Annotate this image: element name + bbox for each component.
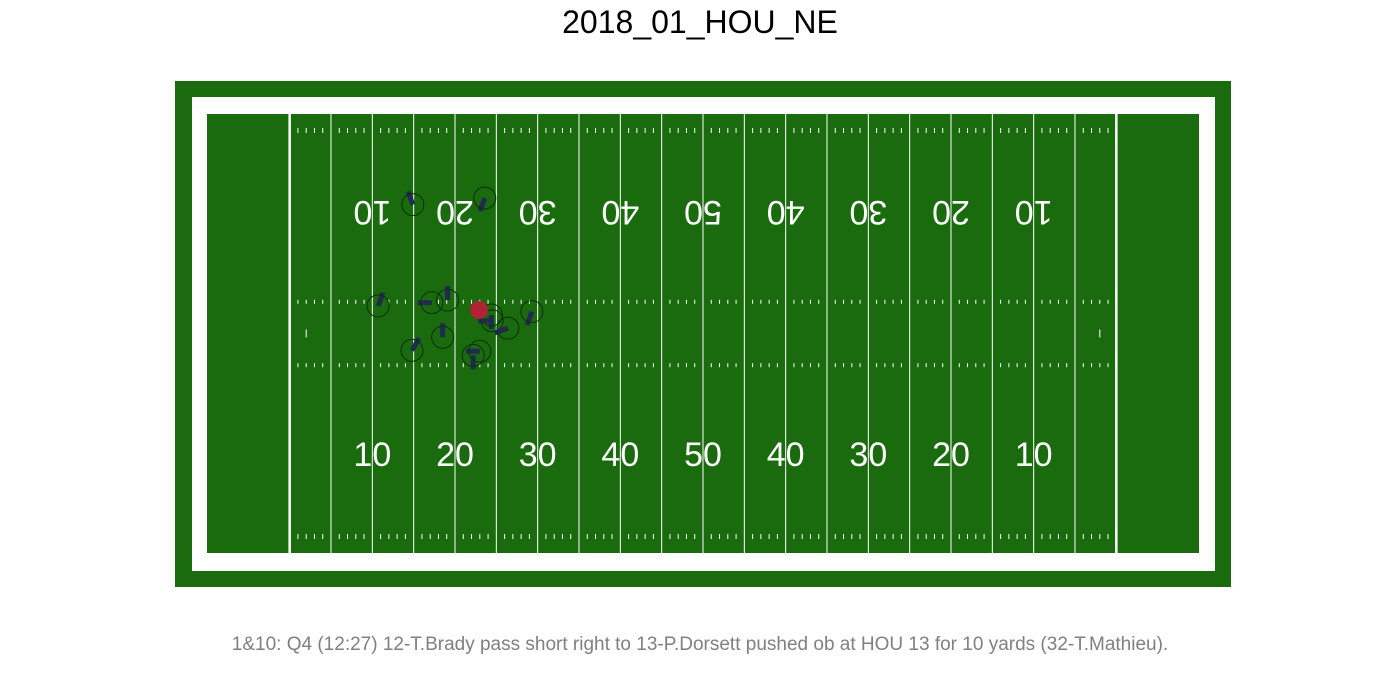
player-marker	[436, 288, 460, 312]
yard-number-bottom: 30	[519, 436, 557, 474]
yard-number-top: 50	[684, 193, 722, 231]
player-marker	[496, 316, 520, 340]
yard-number-top: 30	[849, 193, 887, 231]
football-field: 10 20 30 40 50 40 30 20 10 10 20 30 40 50 40 30 20 10	[175, 81, 1231, 587]
yard-number-top: 30	[519, 193, 557, 231]
player-heading	[524, 310, 535, 326]
yard-number-bottom: 20	[932, 436, 970, 474]
yard-number-top: 10	[1015, 193, 1053, 231]
player-marker	[480, 309, 504, 333]
yard-number-top: 40	[767, 193, 805, 231]
yard-number-top: 40	[601, 193, 639, 231]
player-marker	[468, 339, 492, 363]
player-marker	[473, 186, 497, 210]
player-marker	[401, 193, 425, 217]
hash-marks	[297, 127, 1109, 540]
player-heading	[409, 337, 422, 352]
yard-number-top: 10	[353, 193, 391, 231]
player-heading	[405, 190, 416, 206]
yard-number-bottom: 10	[353, 436, 391, 474]
yard-numbers-top: 10 20 30 40 50 40 30 20 10	[353, 193, 1052, 231]
yard-lines	[288, 114, 1118, 553]
player-heading	[493, 325, 509, 336]
play-description: 1&10: Q4 (12:27) 12-T.Brady pass short r…	[231, 634, 1169, 655]
ball-layer	[469, 301, 488, 320]
chart-title: 2018_01_HOU_NE	[562, 4, 838, 40]
player-marker	[366, 294, 390, 318]
yard-number-top: 20	[436, 193, 474, 231]
football-marker	[469, 301, 488, 320]
yard-numbers-bottom: 10 20 30 40 50 40 30 20 10	[353, 436, 1052, 474]
player-marker	[420, 291, 444, 315]
player-marker	[431, 325, 455, 349]
player-marker	[461, 343, 485, 367]
yard-number-bottom: 10	[1015, 436, 1053, 474]
yard-number-top: 20	[932, 193, 970, 231]
yard-number-bottom: 50	[684, 436, 722, 474]
player-marker	[520, 300, 544, 324]
player-heading	[477, 197, 488, 213]
yard-number-bottom: 40	[601, 436, 639, 474]
yard-number-bottom: 20	[436, 436, 474, 474]
players-layer	[366, 186, 544, 370]
player-heading	[375, 291, 386, 307]
yard-number-bottom: 40	[767, 436, 805, 474]
yard-number-bottom: 30	[849, 436, 887, 474]
player-marker	[400, 338, 424, 362]
